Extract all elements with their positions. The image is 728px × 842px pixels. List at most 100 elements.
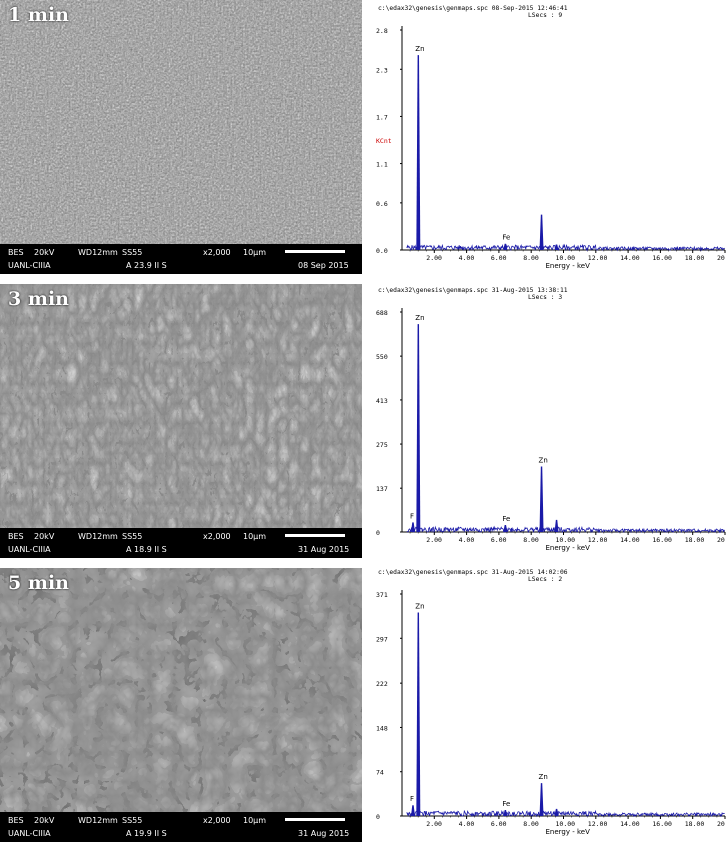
x-tick-label: 20	[717, 254, 725, 262]
sem-mag: x2,000	[203, 816, 231, 825]
x-tick-label: 20	[717, 820, 725, 828]
peak-label: Zn	[539, 456, 548, 464]
spectrum-header: c:\edax32\genesis\genmaps.spc 08-Sep-201…	[378, 5, 568, 19]
peak	[503, 810, 508, 816]
sem-vac: A 19.9 II S	[126, 829, 167, 838]
sem-detector: BES	[8, 532, 24, 541]
peak-label: Fe	[502, 800, 510, 808]
header-line1: c:\edax32\genesis\genmaps.spc 31-Aug-201…	[378, 569, 568, 576]
sem-date: 31 Aug 2015	[298, 545, 350, 554]
peak	[539, 783, 544, 816]
sem-date: 08 Sep 2015	[298, 261, 349, 270]
y-tick-label: 0	[376, 529, 380, 537]
sem-wd: WD12mm	[78, 816, 118, 825]
scale-bar	[285, 818, 345, 821]
cursor-label: KCnt	[376, 137, 392, 145]
scale-bar	[285, 534, 345, 537]
x-tick-label: 16.00	[652, 820, 672, 828]
sem-lab: UANL-CIIIA	[8, 261, 51, 270]
spectrum-header: c:\edax32\genesis\genmaps.spc 31-Aug-201…	[378, 569, 568, 583]
x-tick-label: 6.00	[491, 536, 507, 544]
sem-ss: SS55	[122, 248, 143, 257]
x-tick-label: 4.00	[459, 536, 475, 544]
peak-label: Zn	[415, 603, 424, 611]
sem-lab: UANL-CIIIA	[8, 545, 51, 554]
sem-image-2: 3 min BES 20kV WD12mm SS55 x2,000 10µm U…	[0, 284, 362, 558]
sem-lab: UANL-CIIIA	[8, 829, 51, 838]
x-tick-label: 4.00	[459, 820, 475, 828]
sem-ss: SS55	[122, 816, 143, 825]
x-tick-label: 16.00	[652, 254, 672, 262]
sem-texture	[0, 568, 362, 842]
sem-wd: WD12mm	[78, 532, 118, 541]
y-tick-label: 74	[376, 769, 384, 777]
y-tick-label: 2.3	[376, 66, 388, 74]
sem-texture	[0, 284, 362, 558]
sem-image-3: 5 min BES 20kV WD12mm SS55 x2,000 10µm U…	[0, 568, 362, 842]
y-tick-label: 275	[376, 441, 388, 449]
panel-label: 1 min	[8, 4, 69, 26]
y-tick-label: 0.0	[376, 247, 388, 255]
peak	[539, 214, 544, 250]
y-tick-label: 0.6	[376, 200, 388, 208]
x-tick-label: 10.00	[556, 820, 576, 828]
header-line2: LSecs : 9	[528, 12, 563, 19]
x-axis-label: Energy - keV	[546, 828, 591, 836]
x-tick-label: 16.00	[652, 536, 672, 544]
y-tick-label: 0	[376, 813, 380, 821]
sem-info-bar: BES 20kV WD12mm SS55 x2,000 10µm UANL-CI…	[0, 528, 362, 558]
y-tick-label: 413	[376, 397, 388, 405]
spectrum-1: c:\edax32\genesis\genmaps.spc 08-Sep-201…	[372, 4, 728, 272]
sem-scale: 10µm	[243, 816, 267, 825]
peak	[554, 808, 559, 816]
spectrum-chart: 2.8 2.3 1.7 1.1 0.6 0.0 KCnt 2.00 4.00 6.00 8.00 10…	[376, 26, 726, 270]
peak	[410, 522, 415, 532]
sem-vac: A 18.9 II S	[126, 545, 167, 554]
sem-detector: BES	[8, 248, 24, 257]
peak-label: Fe	[502, 234, 510, 242]
spectrum-chart: 688 550 413 275 137 0 2.00 4.00 6.00 8.00 10.00 12.…	[376, 308, 726, 552]
panel-label: 3 min	[8, 288, 69, 310]
sem-wd: WD12mm	[78, 248, 118, 257]
sem-mag: x2,000	[203, 532, 231, 541]
panel-label: 5 min	[8, 572, 69, 594]
x-tick-label: 18.00	[685, 820, 705, 828]
x-tick-label: 10.00	[556, 254, 576, 262]
x-tick-label: 18.00	[685, 254, 705, 262]
sem-texture	[0, 0, 362, 274]
y-tick-label: 137	[376, 485, 388, 493]
x-tick-label: 2.00	[426, 820, 442, 828]
row-2: 3 min BES 20kV WD12mm SS55 x2,000 10µm U…	[0, 284, 728, 560]
x-tick-label: 2.00	[426, 536, 442, 544]
sem-mag: x2,000	[203, 248, 231, 257]
x-tick-label: 18.00	[685, 536, 705, 544]
sem-detector: BES	[8, 816, 24, 825]
sem-date: 31 Aug 2015	[298, 829, 350, 838]
sem-info-bar: BES 20kV WD12mm SS55 x2,000 10µm UANL-CI…	[0, 812, 362, 842]
sem-vac: A 23.9 II S	[126, 261, 167, 270]
peak-label: F	[410, 512, 414, 520]
scale-bar	[285, 250, 345, 253]
header-line2: LSecs : 3	[528, 294, 563, 301]
header-line1: c:\edax32\genesis\genmaps.spc 31-Aug-201…	[378, 287, 568, 294]
spectrum-chart: 371 297 222 148 74 0 2.00 4.00 6.00 8.00 10.00 12.0…	[376, 590, 726, 836]
sem-image-1: 1 min BES 20kV WD12mm SS55 x2,000 10µm U…	[0, 0, 362, 274]
x-tick-label: 8.00	[523, 820, 539, 828]
peak	[416, 55, 421, 251]
y-tick-label: 1.7	[376, 113, 388, 121]
sem-scale: 10µm	[243, 532, 267, 541]
peak	[416, 324, 421, 532]
spectrum-header: c:\edax32\genesis\genmaps.spc 31-Aug-201…	[378, 287, 568, 301]
peak	[416, 612, 421, 816]
sem-ss: SS55	[122, 532, 143, 541]
x-tick-label: 14.00	[620, 536, 640, 544]
x-tick-label: 12.00	[588, 820, 608, 828]
peak	[503, 243, 508, 250]
header-line1: c:\edax32\genesis\genmaps.spc 08-Sep-201…	[378, 5, 568, 12]
row-3: 5 min BES 20kV WD12mm SS55 x2,000 10µm U…	[0, 568, 728, 842]
sem-info-bar: BES 20kV WD12mm SS55 x2,000 10µm UANL-CI…	[0, 244, 362, 274]
sem-scale: 10µm	[243, 248, 267, 257]
x-tick-label: 6.00	[491, 820, 507, 828]
x-tick-label: 14.00	[620, 820, 640, 828]
background-spectrum	[406, 525, 726, 534]
